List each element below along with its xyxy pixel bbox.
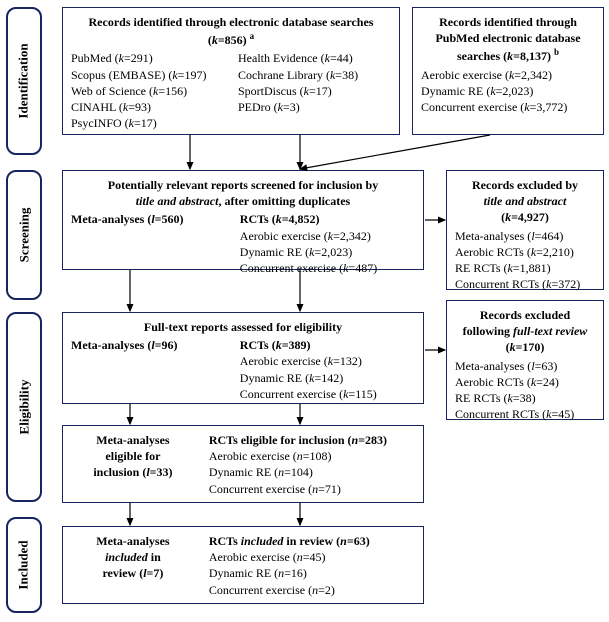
list-item: Concurrent exercise (n=71) xyxy=(209,481,415,497)
list-item: Concurrent RCTs (k=45) xyxy=(455,406,595,422)
stage-label-text: Screening xyxy=(16,208,32,263)
box-screened: Potentially relevant reports screened fo… xyxy=(62,170,424,270)
box-records-db-searches: Records identified through electronic da… xyxy=(62,7,400,135)
box-records-pubmed: Records identified through PubMed electr… xyxy=(412,7,604,135)
list-item: Concurrent exercise (k=3,772) xyxy=(421,99,595,115)
stage-included: Included xyxy=(6,517,42,613)
db-columns: PubMed (k=291) Scopus (EMBASE) (k=197) W… xyxy=(71,50,391,131)
box-title: Full-text reports assessed for eligibili… xyxy=(71,319,415,335)
list-item: Aerobic exercise (n=45) xyxy=(209,549,415,565)
list-item: Aerobic exercise (k=2,342) xyxy=(240,228,415,244)
list-item: Aerobic RCTs (k=24) xyxy=(455,374,595,390)
included-cols: Meta-analyses included in review (l=7) R… xyxy=(71,533,415,598)
eligible-right: RCTs eligible for inclusion (n=283) Aero… xyxy=(209,432,415,497)
eligible-left: Meta-analyses eligible for inclusion (l=… xyxy=(71,432,195,497)
list-item: Aerobic exercise (n=108) xyxy=(209,448,415,464)
screened-left: Meta-analyses (l=560) xyxy=(71,211,226,276)
list-item: Concurrent exercise (n=2) xyxy=(209,582,415,598)
list-item: Scopus (EMBASE) (k=197) xyxy=(71,67,224,83)
box-title: Records excluded following full-text rev… xyxy=(455,307,595,356)
list-item: Cochrane Library (k=38) xyxy=(238,67,391,83)
list-item: Web of Science (k=156) xyxy=(71,83,224,99)
list-item: Dynamic RE (k=2,023) xyxy=(240,244,415,260)
list-item: Aerobic RCTs (k=2,210) xyxy=(455,244,595,260)
list-item: Health Evidence (k=44) xyxy=(238,50,391,66)
fulltext-cols: Meta-analyses (l=96) RCTs (k=389) Aerobi… xyxy=(71,337,415,402)
box-fulltext-assessed: Full-text reports assessed for eligibili… xyxy=(62,312,424,404)
fulltext-left: Meta-analyses (l=96) xyxy=(71,337,226,402)
list-item: Dynamic RE (n=16) xyxy=(209,565,415,581)
box-title: Potentially relevant reports screened fo… xyxy=(71,177,415,209)
list-item: SportDiscus (k=17) xyxy=(238,83,391,99)
list-item: RE RCTs (k=38) xyxy=(455,390,595,406)
list-item: Meta-analyses (l=464) xyxy=(455,228,595,244)
list-item: Meta-analyses (l=63) xyxy=(455,358,595,374)
box-title: Records identified through PubMed electr… xyxy=(421,14,595,65)
db-col1: PubMed (k=291) Scopus (EMBASE) (k=197) W… xyxy=(71,50,224,131)
box-excluded-fulltext: Records excluded following full-text rev… xyxy=(446,300,604,420)
prisma-flowchart: Identification Screening Eligibility Inc… xyxy=(0,0,609,622)
list-item: Dynamic RE (k=2,023) xyxy=(421,83,595,99)
box-title: Records identified through electronic da… xyxy=(71,14,391,48)
box-excluded-title-abstract: Records excluded by title and abstract (… xyxy=(446,170,604,290)
list-item: PsycINFO (k=17) xyxy=(71,115,224,131)
list-item: RE RCTs (k=1,881) xyxy=(455,260,595,276)
stage-label-text: Eligibility xyxy=(16,380,32,435)
included-right: RCTs included in review (n=63) Aerobic e… xyxy=(209,533,415,598)
stage-identification: Identification xyxy=(6,7,42,155)
box-title: Records excluded by title and abstract (… xyxy=(455,177,595,226)
list-item: Dynamic RE (k=142) xyxy=(240,370,415,386)
eligible-cols: Meta-analyses eligible for inclusion (l=… xyxy=(71,432,415,497)
fulltext-right: RCTs (k=389) Aerobic exercise (k=132) Dy… xyxy=(240,337,415,402)
box-eligible: Meta-analyses eligible for inclusion (l=… xyxy=(62,425,424,503)
stage-screening: Screening xyxy=(6,170,42,300)
stage-label-text: Identification xyxy=(16,43,32,118)
screened-cols: Meta-analyses (l=560) RCTs (k=4,852) Aer… xyxy=(71,211,415,276)
included-left: Meta-analyses included in review (l=7) xyxy=(71,533,195,598)
list-item: PubMed (k=291) xyxy=(71,50,224,66)
list-item: Dynamic RE (n=104) xyxy=(209,464,415,480)
stage-label-text: Included xyxy=(16,540,32,589)
list-item: Aerobic exercise (k=132) xyxy=(240,353,415,369)
list-item: Concurrent RCTs (k=372) xyxy=(455,276,595,292)
screened-right: RCTs (k=4,852) Aerobic exercise (k=2,342… xyxy=(240,211,415,276)
list-item: CINAHL (k=93) xyxy=(71,99,224,115)
list-item: Concurrent exercise (k=487) xyxy=(240,260,415,276)
box-included: Meta-analyses included in review (l=7) R… xyxy=(62,526,424,604)
list-item: Concurrent exercise (k=115) xyxy=(240,386,415,402)
stage-eligibility: Eligibility xyxy=(6,312,42,502)
db-col2: Health Evidence (k=44) Cochrane Library … xyxy=(238,50,391,131)
list-item: Aerobic exercise (k=2,342) xyxy=(421,67,595,83)
list-item: PEDro (k=3) xyxy=(238,99,391,115)
